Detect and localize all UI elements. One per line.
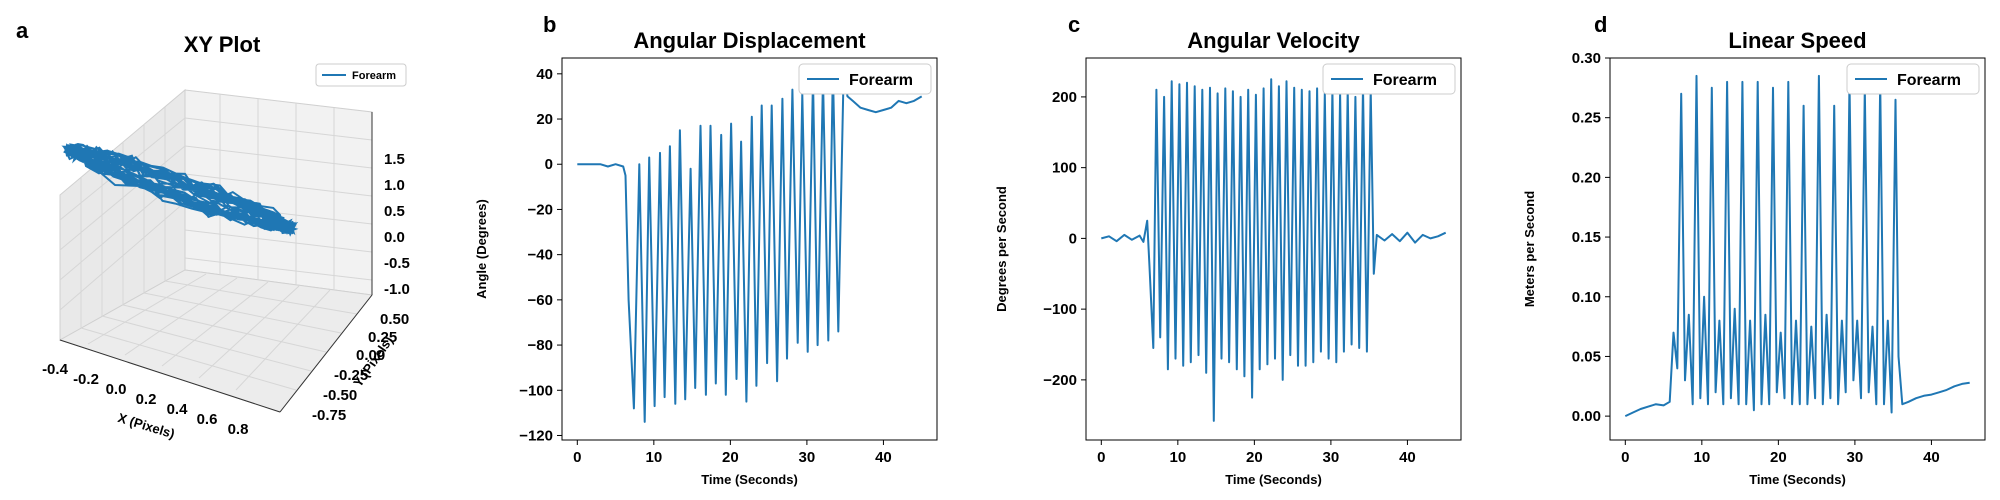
x-tick-label: 10 [645, 449, 662, 466]
y-tick-label: 0.25 [368, 329, 397, 346]
legend-label: Forearm [352, 70, 396, 82]
forearm-trajectory-3d [61, 142, 299, 237]
z-tick-label: 0.5 [384, 203, 405, 220]
y-tick-label: 40 [536, 66, 553, 83]
y-tick-label: 0.15 [1572, 229, 1601, 246]
panel-b-angular-displacement: b Angular Displacement 0 10 20 30 40 −120 −100 −8… [474, 12, 938, 487]
y-tick-label: 0.25 [1572, 110, 1601, 127]
series-line-forearm [577, 68, 923, 423]
legend-box [1846, 63, 1980, 95]
x-tick-label: -0.2 [73, 371, 99, 388]
x-axis-title: Time (Seconds) [701, 472, 798, 487]
panel-letter-d: d [1594, 12, 1607, 37]
y-ticks-3d: -0.75 -0.50 -0.25 0.00 0.25 0.50 Y (Pixe… [312, 311, 409, 424]
y-axis-title: Degrees per Second [994, 186, 1009, 312]
y-tick-label: 0 [1069, 230, 1077, 247]
y-tick-label: 0.20 [1572, 169, 1601, 186]
y-tick-label: −40 [528, 247, 553, 264]
y-tick-label: 0 [545, 156, 553, 173]
x-tick-label: 40 [1399, 449, 1416, 466]
x-tick-label: 40 [875, 449, 892, 466]
x-axis-line [59, 339, 281, 413]
legend-a: Forearm [315, 63, 407, 87]
chart-title: Linear Speed [1728, 28, 1866, 53]
y-tick-label: −60 [528, 292, 553, 309]
x-tick-label: 0.8 [228, 421, 249, 438]
y-tick-label: 0.30 [1572, 50, 1601, 67]
y-tick-label: −200 [1043, 372, 1077, 389]
y-tick-label: -0.25 [334, 367, 368, 384]
legend-label: Forearm [849, 72, 913, 89]
y-tick-label: 0.05 [1572, 348, 1601, 365]
y-tick-label: 0.00 [356, 347, 385, 364]
x-tick-label: 0.6 [197, 411, 218, 428]
y-tick-label: -0.50 [323, 387, 357, 404]
y-tick-label: 0.00 [1572, 408, 1601, 425]
x-tick-label: 20 [1246, 449, 1263, 466]
x-tick-label: 20 [1770, 449, 1787, 466]
x-tick-label: 0 [1097, 449, 1105, 466]
x-tick-label: -0.4 [42, 361, 69, 378]
grid-floor [80, 273, 358, 391]
grid-back [184, 94, 373, 290]
z-tick-label: -0.5 [384, 255, 410, 272]
y-axis-title: Angle (Degrees) [474, 199, 489, 299]
z-ticks-3d: -1.0 -0.5 0.0 0.5 1.0 1.5 [384, 151, 410, 298]
x-tick-label: 30 [1847, 449, 1864, 466]
series-line-forearm [1101, 78, 1447, 422]
panel-letter-b: b [543, 12, 556, 37]
legend-box [1322, 63, 1456, 95]
legend-label: Forearm [1897, 72, 1961, 89]
plot-frame [561, 57, 938, 441]
y-tick-label: 100 [1052, 160, 1077, 177]
y-tick-label: 0.10 [1572, 289, 1601, 306]
x-tick-label: 0.0 [106, 381, 127, 398]
panel-letter-a: a [16, 18, 29, 43]
x-tick-label: 0 [573, 449, 581, 466]
panel-letter-c: c [1068, 12, 1080, 37]
x-tick-label: 30 [799, 449, 816, 466]
panel-c-angular-velocity: c Angular Velocity 0 10 20 30 40 −200 −100 0 100 20… [994, 12, 1462, 487]
x-tick-label: 40 [1923, 449, 1940, 466]
x-tick-label: 0.4 [167, 401, 189, 418]
z-tick-label: -1.0 [384, 281, 410, 298]
y-tick-label: 0.50 [380, 311, 409, 328]
y-axis-title: Meters per Second [1522, 191, 1537, 307]
series-line-forearm [1624, 74, 1970, 418]
chart-title: XY Plot [184, 32, 261, 57]
chart-title: Angular Displacement [633, 28, 866, 53]
plot-frame [1085, 57, 1462, 441]
x-tick-label: 10 [1169, 449, 1186, 466]
y-tick-label: 20 [536, 111, 553, 128]
y-tick-label: −100 [1043, 301, 1077, 318]
panel-d-linear-speed: d Linear Speed 0 10 20 30 40 0.00 0.05 0.10 0.15 0.… [1522, 12, 1986, 487]
x-tick-label: 20 [722, 449, 739, 466]
y-tick-label: −80 [528, 337, 553, 354]
z-tick-label: 1.0 [384, 177, 405, 194]
z-tick-label: 1.5 [384, 151, 405, 168]
x-tick-label: 0.2 [136, 391, 157, 408]
x-axis-title: Time (Seconds) [1749, 472, 1846, 487]
y-tick-label: −100 [519, 382, 553, 399]
y-tick-label: −120 [519, 427, 553, 444]
y-tick-label: -0.75 [312, 407, 346, 424]
x-tick-label: 0 [1621, 449, 1629, 466]
panel-a-xy-plot: a XY Plot [16, 18, 410, 441]
plot-frame [1609, 57, 1986, 441]
chart-title: Angular Velocity [1187, 28, 1360, 53]
legend-label: Forearm [1373, 72, 1437, 89]
x-axis-title: Time (Seconds) [1225, 472, 1322, 487]
y-axis-line [279, 294, 373, 413]
legend-box [798, 63, 932, 95]
x-tick-label: 30 [1323, 449, 1340, 466]
y-tick-label: 200 [1052, 89, 1077, 106]
y-tick-label: −20 [528, 201, 553, 218]
x-tick-label: 10 [1693, 449, 1710, 466]
z-tick-label: 0.0 [384, 229, 405, 246]
